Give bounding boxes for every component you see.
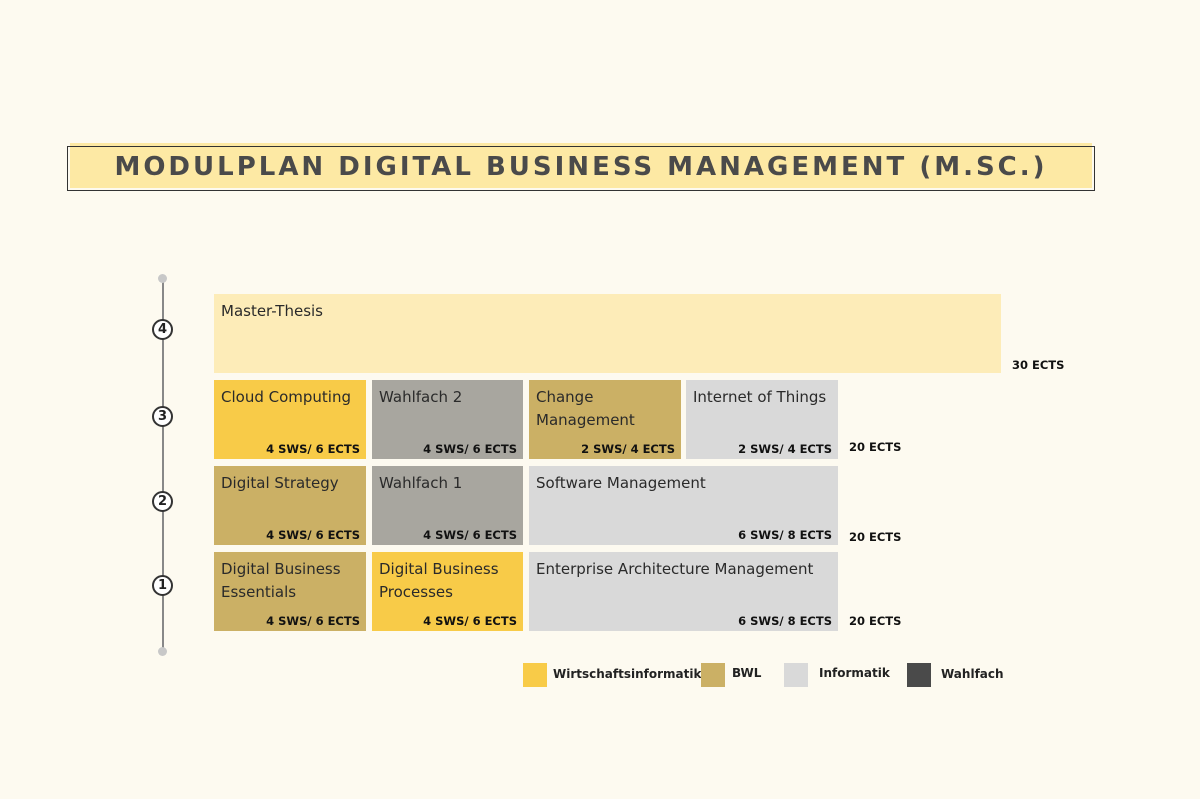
module-name: Cloud Computing <box>221 388 351 406</box>
semester-timeline <box>162 279 164 652</box>
title-banner-frame <box>67 146 1095 191</box>
legend-label-bwl: BWL <box>732 666 762 680</box>
module-credits: 2 SWS/ 4 ECTS <box>738 442 832 456</box>
module-software-management: Software Management 6 SWS/ 8 ECTS <box>529 466 838 545</box>
module-credits: 6 SWS/ 8 ECTS <box>738 614 832 628</box>
semester-1-total: 20 ECTS <box>849 614 902 628</box>
module-credits: 4 SWS/ 6 ECTS <box>423 614 517 628</box>
module-credits: 2 SWS/ 4 ECTS <box>581 442 675 456</box>
module-credits: 6 SWS/ 8 ECTS <box>738 528 832 542</box>
module-name: Digital Strategy <box>221 474 339 492</box>
module-digital-strategy: Digital Strategy 4 SWS/ 6 ECTS <box>214 466 366 545</box>
module-credits: 4 SWS/ 6 ECTS <box>266 528 360 542</box>
legend-swatch-wirtschaftsinformatik <box>523 663 547 687</box>
module-name: Master-Thesis <box>221 302 323 320</box>
module-name: Wahlfach 1 <box>379 474 463 492</box>
semester-marker-1: 1 <box>152 575 173 596</box>
module-name: Internet of Things <box>693 388 827 406</box>
legend-swatch-informatik <box>784 663 808 687</box>
module-change-management: Change Management 2 SWS/ 4 ECTS <box>529 380 681 459</box>
module-name: Change Management <box>536 388 635 429</box>
module-digital-business-essentials: Digital Business Essentials 4 SWS/ 6 ECT… <box>214 552 366 631</box>
module-credits: 4 SWS/ 6 ECTS <box>266 442 360 456</box>
module-cloud-computing: Cloud Computing 4 SWS/ 6 ECTS <box>214 380 366 459</box>
legend-label-wahlfach: Wahlfach <box>941 667 1004 681</box>
semester-2-total: 20 ECTS <box>849 530 902 544</box>
semester-3-total: 20 ECTS <box>849 440 902 454</box>
legend-swatch-wahlfach <box>907 663 931 687</box>
semester-marker-3: 3 <box>152 406 173 427</box>
title-banner-fill <box>70 143 1092 188</box>
semester-marker-4: 4 <box>152 319 173 340</box>
module-master-thesis: Master-Thesis <box>214 294 1001 373</box>
timeline-end-dot <box>158 647 167 656</box>
module-wahlfach-1: Wahlfach 1 4 SWS/ 6 ECTS <box>372 466 523 545</box>
module-name: Digital Business Essentials <box>221 560 341 601</box>
module-name: Wahlfach 2 <box>379 388 463 406</box>
timeline-start-dot <box>158 274 167 283</box>
module-enterprise-architecture-management: Enterprise Architecture Management 6 SWS… <box>529 552 838 631</box>
legend-label-informatik: Informatik <box>819 666 890 680</box>
module-name: Digital Business Processes <box>379 560 499 601</box>
page-title: MODULPLAN DIGITAL BUSINESS MANAGEMENT (M… <box>114 152 1048 182</box>
semester-marker-2: 2 <box>152 491 173 512</box>
module-digital-business-processes: Digital Business Processes 4 SWS/ 6 ECTS <box>372 552 523 631</box>
module-credits: 4 SWS/ 6 ECTS <box>423 528 517 542</box>
module-name: Software Management <box>536 474 706 492</box>
module-credits: 4 SWS/ 6 ECTS <box>423 442 517 456</box>
module-wahlfach-2: Wahlfach 2 4 SWS/ 6 ECTS <box>372 380 523 459</box>
module-credits: 4 SWS/ 6 ECTS <box>266 614 360 628</box>
legend-label-wirtschaftsinformatik: Wirtschaftsinformatik <box>553 667 702 681</box>
module-internet-of-things: Internet of Things 2 SWS/ 4 ECTS <box>686 380 838 459</box>
module-name: Enterprise Architecture Management <box>536 560 814 578</box>
legend-swatch-bwl <box>701 663 725 687</box>
semester-4-total: 30 ECTS <box>1012 358 1065 372</box>
